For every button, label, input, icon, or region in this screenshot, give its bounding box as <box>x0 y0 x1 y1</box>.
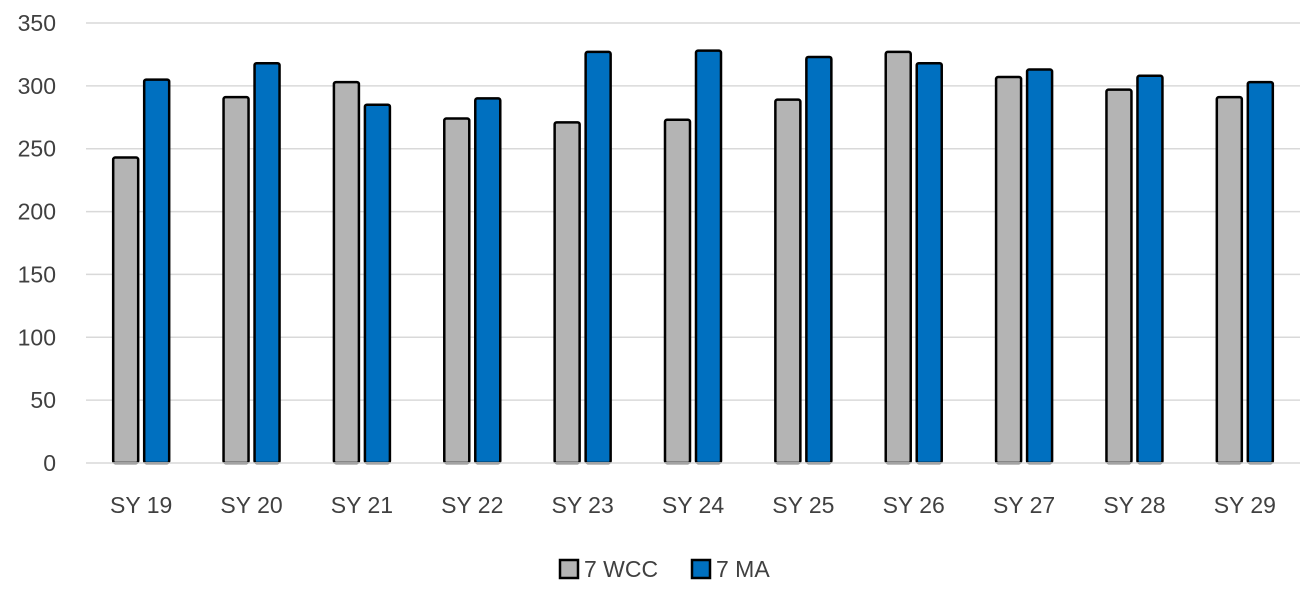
y-tick-label: 150 <box>18 261 56 287</box>
bar-7-ma-sy-19 <box>142 78 171 465</box>
legend-swatch-7-wcc <box>558 558 580 580</box>
bar-7-wcc-sy-28 <box>1105 88 1133 465</box>
bar-7-ma-sy-23 <box>584 50 612 465</box>
bar-7-ma-sy-27 <box>1025 68 1054 465</box>
y-tick-label: 350 <box>18 10 56 36</box>
y-tick-label: 0 <box>43 450 56 476</box>
x-tick-label: SY 20 <box>220 492 282 518</box>
legend-label: 7 WCC <box>584 556 658 582</box>
bar-7-ma-sy-28 <box>1136 74 1164 465</box>
x-tick-label: SY 24 <box>662 492 724 518</box>
bar-7-wcc-sy-21 <box>332 80 361 465</box>
y-tick-label: 300 <box>18 73 56 99</box>
bar-7-wcc-sy-22 <box>443 117 471 465</box>
bar-7-ma-sy-21 <box>363 103 392 465</box>
bar-7-wcc-sy-20 <box>222 95 250 465</box>
bars <box>111 49 1275 465</box>
y-axis-ticks: 0 50 100 150 200 250 300 350 <box>18 10 56 476</box>
bar-7-ma-sy-20 <box>253 61 281 465</box>
bar-7-ma-sy-24 <box>694 49 723 465</box>
legend: 7 WCC 7 MA <box>558 556 770 582</box>
y-tick-label: 200 <box>18 199 56 225</box>
x-tick-label: SY 21 <box>331 492 393 518</box>
bar-7-wcc-sy-29 <box>1215 95 1244 465</box>
x-tick-label: SY 29 <box>1214 492 1276 518</box>
gridlines <box>86 22 1300 401</box>
x-tick-label: SY 27 <box>993 492 1055 518</box>
x-tick-label: SY 25 <box>772 492 834 518</box>
bar-7-wcc-sy-19 <box>111 156 140 465</box>
bar-7-wcc-sy-26 <box>884 50 912 465</box>
bar-7-ma-sy-26 <box>915 61 943 465</box>
y-tick-label: 50 <box>30 387 56 413</box>
x-tick-label: SY 26 <box>883 492 945 518</box>
y-tick-label: 250 <box>18 136 56 162</box>
x-tick-label: SY 19 <box>110 492 172 518</box>
legend-label: 7 MA <box>716 556 770 582</box>
x-tick-label: SY 22 <box>441 492 503 518</box>
x-axis-ticks: SY 19 SY 20 SY 21 SY 22 SY 23 SY 24 SY 25 SY 26… <box>110 492 1276 518</box>
bar-7-ma-sy-29 <box>1246 80 1275 465</box>
bar-7-wcc-sy-27 <box>994 75 1023 465</box>
legend-swatch-7-ma <box>690 558 712 580</box>
y-tick-label: 100 <box>18 324 56 350</box>
bar-7-wcc-sy-23 <box>553 121 581 465</box>
bar-7-wcc-sy-24 <box>663 118 692 465</box>
bar-7-ma-sy-22 <box>474 97 502 465</box>
bar-7-ma-sy-25 <box>805 55 833 465</box>
x-tick-label: SY 23 <box>552 492 614 518</box>
bar-7-wcc-sy-25 <box>774 98 802 465</box>
x-tick-label: SY 28 <box>1103 492 1165 518</box>
